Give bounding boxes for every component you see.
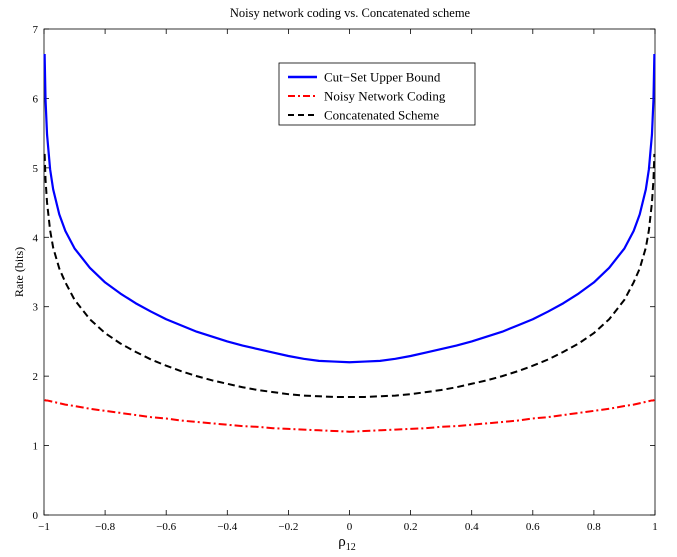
x-tick-label: 0.2 [404, 521, 418, 533]
x-tick-label: −1 [38, 521, 50, 533]
y-tick-label: 3 [33, 302, 39, 314]
legend-label-3: Concatenated Scheme [324, 108, 439, 123]
y-tick-label: 0 [33, 510, 39, 522]
legend-label-1: Cut−Set Upper Bound [324, 70, 441, 85]
series-layer [43, 53, 656, 433]
x-axis-label: ρ12 [338, 534, 356, 553]
y-tick-label: 1 [33, 441, 39, 453]
y-tick-label: 5 [33, 163, 39, 175]
y-axis: 0 1 2 3 4 5 6 7 [33, 24, 655, 522]
series-line-3 [43, 153, 656, 398]
y-tick-label: 7 [33, 24, 39, 36]
x-tick-label: 0.6 [526, 521, 540, 533]
y-axis-label: Rate (bits) [12, 247, 26, 297]
x-axis-label-symbol: ρ [338, 534, 346, 550]
x-tick-label: −0.6 [156, 521, 176, 533]
x-tick-label: −0.2 [278, 521, 298, 533]
x-axis-label-subscript: 12 [346, 542, 356, 553]
y-tick-label: 2 [33, 371, 39, 383]
chart-title: Noisy network coding vs. Concatenated sc… [230, 6, 471, 20]
x-tick-label: 0.4 [465, 521, 479, 533]
x-tick-label: −0.4 [217, 521, 237, 533]
x-tick-label: 0 [347, 521, 353, 533]
series-line-1 [43, 53, 656, 364]
legend-label-2: Noisy Network Coding [324, 89, 446, 104]
y-tick-label: 6 [33, 93, 39, 105]
series-line-2 [44, 398, 655, 433]
x-tick-label: −0.8 [95, 521, 115, 533]
x-tick-label: 1 [652, 521, 658, 533]
y-tick-label: 4 [33, 232, 39, 244]
x-tick-label: 0.8 [587, 521, 601, 533]
x-axis: −1 −0.8 −0.6 −0.4 −0.2 0 0.2 0.4 0.6 0.8 1 [38, 29, 658, 533]
legend[interactable]: Cut−Set Upper Bound Noisy Network Coding C… [278, 62, 476, 126]
